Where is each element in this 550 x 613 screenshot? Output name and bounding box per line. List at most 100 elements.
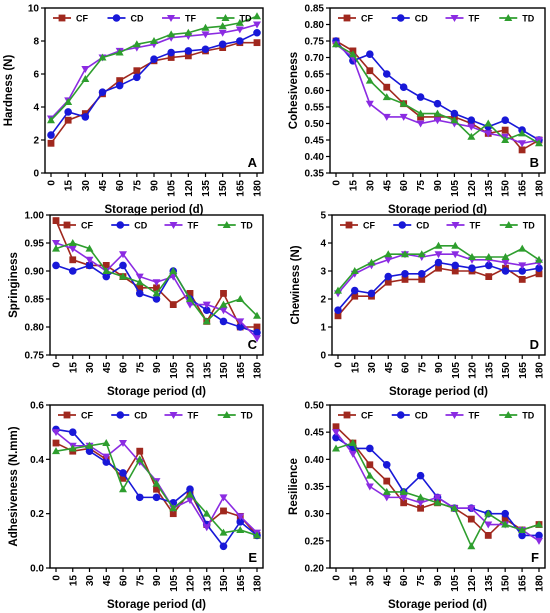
x-tick-label-e-4: 60 <box>119 575 130 587</box>
y-tick-label-a-3: 6 <box>33 70 39 81</box>
y-tick-label-f-3: 0.35 <box>305 482 325 493</box>
legend-label-a-cd: CD <box>131 14 144 24</box>
data-point-b-tf-6 <box>433 117 442 125</box>
data-point-a-td-2 <box>81 74 90 82</box>
data-point-f-cf-4 <box>400 499 408 507</box>
series-d-tf <box>334 251 543 298</box>
data-point-e-td-6 <box>152 479 161 487</box>
legend-item-f-cf: CF <box>338 411 373 421</box>
x-axis-title-e: Storage period (d) <box>107 599 206 611</box>
data-point-d-td-10 <box>501 253 510 260</box>
x-tick-label-b-12: 180 <box>535 180 546 197</box>
data-point-a-td-3 <box>98 53 107 61</box>
data-point-a-cd-8 <box>184 47 193 55</box>
legend-marker-a-td <box>221 14 230 21</box>
x-tick-label-a-2: 30 <box>81 180 92 192</box>
legend-marker-a-cd <box>112 14 121 22</box>
data-point-f-tf-8 <box>467 505 476 513</box>
legend-item-f-tf: TF <box>445 411 480 421</box>
data-point-c-td-12 <box>253 311 261 319</box>
legend-marker-b-td <box>504 14 513 21</box>
data-point-c-tf-4 <box>119 251 127 259</box>
data-point-c-cf-3 <box>102 262 110 269</box>
data-point-d-cd-3 <box>384 272 393 281</box>
data-point-a-cf-1 <box>64 116 72 124</box>
x-tick-label-c-2: 30 <box>85 362 96 374</box>
legend-label-d-td: TD <box>523 221 535 231</box>
data-point-f-td-7 <box>450 504 459 512</box>
data-point-a-td-11 <box>235 18 244 26</box>
data-point-a-cd-0 <box>47 131 55 139</box>
legend-marker-a-tf <box>167 15 175 22</box>
data-point-a-cf-8 <box>184 52 192 60</box>
series-line-c-cf <box>55 220 257 328</box>
x-tick-label-c-9: 135 <box>202 362 213 379</box>
data-point-c-tf-2 <box>85 256 94 264</box>
legend-label-c-tf: TF <box>188 221 199 231</box>
data-point-b-cd-6 <box>433 99 442 108</box>
legend-label-d-tf: TF <box>470 221 481 231</box>
data-point-e-cd-3 <box>102 458 111 466</box>
data-point-d-cd-1 <box>350 286 359 295</box>
data-point-d-cf-5 <box>418 276 426 283</box>
data-point-b-cf-11 <box>518 146 526 154</box>
y-tick-label-c-3: 0.90 <box>25 267 45 278</box>
data-point-f-cf-9 <box>484 532 492 539</box>
data-point-c-tf-6 <box>152 279 161 287</box>
data-point-b-td-9 <box>484 119 493 127</box>
data-point-b-td-1 <box>348 50 357 58</box>
data-point-d-cf-3 <box>384 278 392 286</box>
legend-marker-d-tf <box>451 222 460 229</box>
data-point-f-td-9 <box>484 509 493 517</box>
x-tick-label-b-7: 105 <box>450 180 461 197</box>
data-point-e-td-5 <box>135 455 144 463</box>
data-point-c-cd-5 <box>135 289 144 298</box>
data-point-b-tf-5 <box>416 120 425 128</box>
data-point-c-td-10 <box>219 300 228 308</box>
legend-marker-b-cf <box>343 14 351 22</box>
legend-item-c-cf: CF <box>58 221 93 231</box>
data-point-f-td-2 <box>365 471 374 479</box>
data-point-b-tf-4 <box>399 113 408 121</box>
plot-frame-f <box>329 404 546 569</box>
data-point-e-td-12 <box>253 531 261 539</box>
y-tick-label-e-3: 0.6 <box>30 401 44 412</box>
data-point-f-td-3 <box>382 487 391 495</box>
x-tick-label-f-5: 75 <box>416 575 427 587</box>
data-point-e-cf-0 <box>52 439 60 447</box>
legend-item-b-cd: CD <box>391 14 428 24</box>
y-tick-label-c-1: 0.80 <box>25 323 45 334</box>
y-tick-label-c-2: 0.85 <box>25 295 45 306</box>
data-point-d-cd-6 <box>434 258 443 267</box>
legend-item-d-cd: CD <box>393 221 430 231</box>
x-tick-label-b-2: 30 <box>365 180 376 192</box>
data-point-a-td-5 <box>132 40 141 48</box>
data-point-f-cd-10 <box>501 509 509 518</box>
data-point-e-cd-6 <box>152 493 161 502</box>
data-point-f-td-12 <box>535 520 543 528</box>
y-tick-label-e-2: 0.4 <box>30 455 44 466</box>
data-point-d-cf-7 <box>451 267 459 275</box>
plot-frame-d <box>331 214 546 356</box>
legend-label-a-tf: TF <box>185 14 196 24</box>
data-point-e-tf-0 <box>52 429 60 437</box>
data-point-f-cd-11 <box>518 531 526 540</box>
x-tick-label-d-0: 0 <box>334 362 345 368</box>
x-tick-label-b-1: 15 <box>348 180 359 192</box>
y-tick-label-e-0: 0.0 <box>30 564 44 575</box>
x-tick-label-e-11: 165 <box>236 575 247 592</box>
data-point-d-cf-9 <box>485 273 493 280</box>
panel-letter-a: A <box>248 155 258 170</box>
legend-marker-f-tf <box>450 412 459 419</box>
y-axis-title-c: Springiness <box>8 252 20 318</box>
data-point-a-cf-7 <box>167 54 175 61</box>
y-tick-label-a-0: 0 <box>33 169 39 180</box>
data-point-b-cd-3 <box>382 70 391 78</box>
data-point-c-cd-2 <box>85 261 94 270</box>
data-point-d-td-0 <box>334 286 342 294</box>
chart-panel-e: 0.0 0.2 0.4 0.6 0 15 30 45 60 75 90 105 120 135 150 165… <box>8 401 264 611</box>
y-tick-label-b-5: 0.60 <box>305 86 325 97</box>
y-tick-label-b-8: 0.75 <box>305 37 325 48</box>
x-tick-label-e-5: 75 <box>135 575 146 587</box>
data-point-a-tf-12 <box>253 21 261 29</box>
